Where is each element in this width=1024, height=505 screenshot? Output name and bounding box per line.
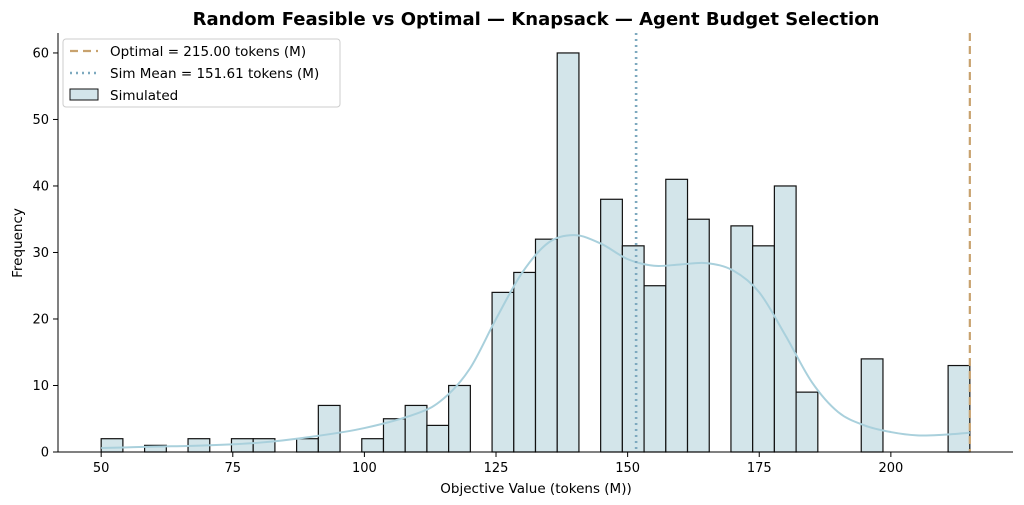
histogram-bar (317, 404, 341, 453)
y-ticks: 0 10 20 30 40 50 60 (32, 46, 58, 461)
histogram-bar (600, 198, 623, 453)
legend-simulated-swatch (69, 88, 99, 101)
histogram-bar (795, 391, 819, 453)
histogram-bar (730, 225, 754, 453)
histogram-bar (556, 52, 580, 453)
histogram-bar (947, 364, 971, 453)
y-tick-label: 0 (41, 446, 49, 461)
x-tick-label: 175 (747, 461, 772, 476)
y-tick-label: 30 (32, 246, 49, 261)
y-tick-label: 10 (32, 379, 49, 394)
histogram-bar (534, 238, 558, 453)
chart-title: Random Feasible vs Optimal — Knapsack — … (193, 9, 880, 30)
histogram-bar (773, 185, 797, 453)
x-tick-label: 150 (615, 461, 640, 476)
x-tick-label: 100 (352, 461, 377, 476)
x-tick-label: 50 (93, 461, 110, 476)
histogram-bar (752, 245, 775, 453)
x-tick-label: 75 (225, 461, 242, 476)
histogram-bar (100, 438, 124, 453)
histogram-bar (860, 358, 884, 453)
histogram-bar (643, 285, 667, 453)
legend: Optimal = 215.00 tokens (M) Sim Mean = 1… (62, 38, 341, 108)
y-tick-label: 40 (32, 179, 49, 194)
histogram-bar (230, 438, 254, 453)
histogram-bar (404, 404, 428, 453)
histogram-bar (686, 218, 710, 453)
y-tick-label: 50 (32, 113, 49, 128)
legend-simulated-label: Simulated (110, 88, 178, 104)
y-tick-label: 60 (32, 46, 49, 61)
y-tick-label: 20 (32, 312, 49, 327)
histogram-bar (448, 384, 471, 453)
histogram-bar (513, 271, 537, 453)
x-tick-label: 200 (878, 461, 903, 476)
histogram-bar (361, 438, 385, 453)
histogram-bar (296, 438, 319, 453)
histogram-bar (621, 245, 645, 453)
y-axis-label: Frequency (10, 208, 26, 278)
histogram-bars (100, 52, 971, 453)
legend-box (62, 38, 341, 108)
histogram-bar (491, 291, 515, 453)
histogram-bar (426, 424, 450, 453)
kde-curve (101, 234, 970, 450)
x-tick-label: 125 (484, 461, 509, 476)
legend-mean-label: Sim Mean = 151.61 tokens (M) (110, 66, 319, 82)
histogram-bar (665, 178, 689, 453)
legend-optimal-label: Optimal = 215.00 tokens (M) (110, 44, 306, 60)
x-ticks: 50 75 100 125 150 175 200 (93, 452, 903, 476)
x-axis-label: Objective Value (tokens (M)) (440, 481, 631, 497)
